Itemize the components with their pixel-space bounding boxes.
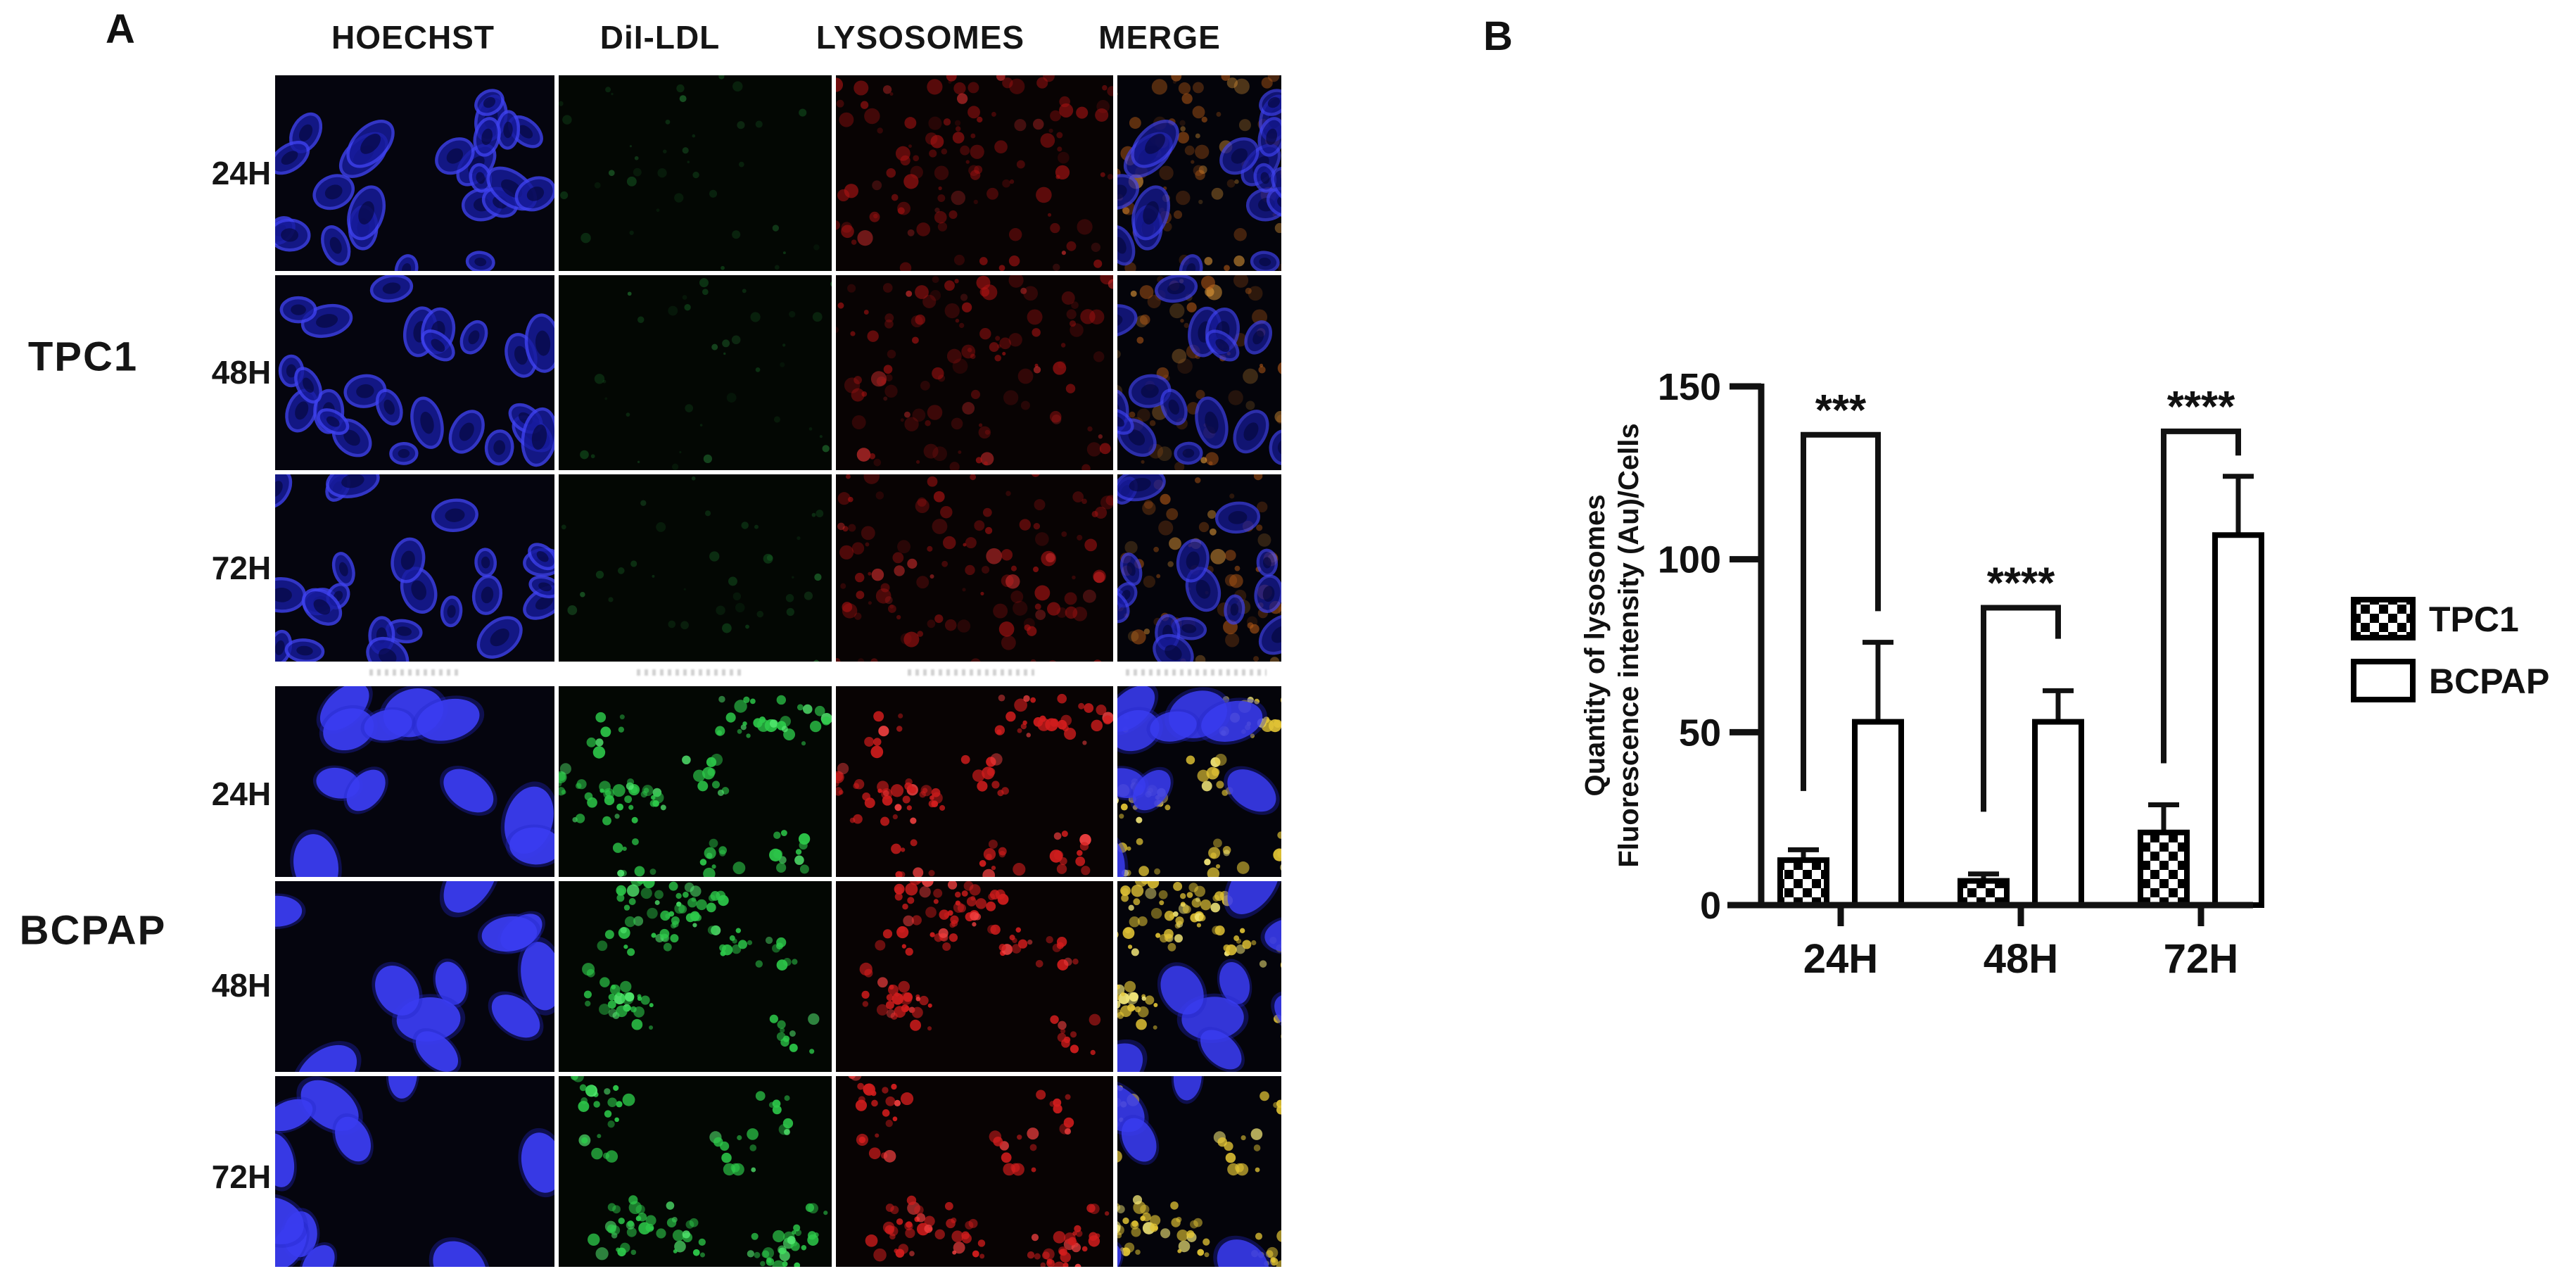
row-label-tpc1-48h: 48H — [211, 354, 272, 391]
bar-tpc1-24h — [1777, 857, 1829, 908]
micrograph-tpc1-72h-merge — [1117, 474, 1281, 662]
legend-label-bcpap: BCPAP — [2429, 662, 2549, 701]
significance-stars-48h: **** — [1987, 559, 2055, 607]
faint-imprint-text — [1126, 669, 1267, 676]
micrograph-bcpap-72h-ldl — [559, 1076, 832, 1267]
micrograph-tpc1-48h-merge — [1117, 275, 1281, 470]
row-label-bcpap-48h: 48H — [211, 967, 272, 1004]
row-label-tpc1-24h: 24H — [211, 155, 272, 191]
axes-group: 0 50 100 150 24H 48H 72H — [1658, 366, 2253, 982]
micrograph-bcpap-24h-ldl — [559, 686, 832, 877]
row-label-bcpap-24h: 24H — [211, 776, 272, 812]
y-tick-label: 100 — [1658, 539, 1721, 581]
micrograph-tpc1-48h-ldl — [559, 275, 832, 470]
x-tick-label-72h: 72H — [2164, 936, 2238, 982]
faint-imprint-text — [908, 669, 1034, 676]
y-axis-title-line1: Quantity of lysosomes — [1583, 495, 1611, 797]
micrograph-bcpap-24h-lyso — [836, 686, 1113, 877]
bar-tpc1-48h — [1958, 878, 2010, 909]
micrograph-bcpap-72h-hoechst — [275, 1076, 554, 1267]
micrograph-bcpap-48h-hoechst — [275, 881, 554, 1072]
micrograph-bcpap-48h-lyso — [836, 881, 1113, 1072]
micrograph-bcpap-48h-ldl — [559, 881, 832, 1072]
cell-line-label-bcpap: BCPAP — [19, 907, 167, 954]
micrograph-tpc1-24h-ldl — [559, 75, 832, 271]
column-header-merge: MERGE — [1098, 19, 1221, 56]
bar-bcpap-48h — [2032, 719, 2084, 908]
column-header-hoechst: HOECHST — [331, 19, 495, 56]
legend-swatch-tpc1 — [2351, 597, 2416, 640]
y-tick-label: 50 — [1679, 712, 1721, 754]
significance-bracket-48h — [1981, 605, 2061, 812]
bar-bcpap-24h — [1852, 719, 1904, 908]
column-header-dil-ldl: DiI-LDL — [599, 19, 721, 56]
y-axis-title-line2: Fluorescence intensity (Au)/Cells — [1613, 423, 1644, 867]
faint-imprint-text — [369, 669, 461, 676]
chart-legend: TPC1 BCPAP — [2351, 597, 2549, 702]
x-tick-label-48h: 48H — [1984, 936, 2058, 982]
y-tick-label: 0 — [1700, 885, 1721, 927]
micrograph-bcpap-48h-merge — [1117, 881, 1281, 1072]
significance-stars-24h: *** — [1815, 386, 1867, 435]
column-header-lysosomes: LYSOSOMES — [816, 19, 1025, 56]
micrograph-bcpap-72h-merge — [1117, 1076, 1281, 1267]
bar-tpc1-72h — [2138, 829, 2190, 909]
micrograph-bcpap-72h-lyso — [836, 1076, 1113, 1267]
micrograph-tpc1-48h-lyso — [836, 275, 1113, 470]
x-tick-label-24h: 24H — [1803, 936, 1878, 982]
micrograph-tpc1-24h-merge — [1117, 75, 1281, 271]
bar-bcpap-72h — [2212, 532, 2264, 909]
significance-bracket-24h — [1801, 431, 1881, 791]
panel-a-label: A — [106, 6, 135, 52]
cell-line-label-tpc1: TPC1 — [27, 334, 139, 380]
micrograph-tpc1-72h-ldl — [559, 474, 832, 662]
significance-bracket-72h — [2161, 428, 2241, 764]
legend-label-tpc1: TPC1 — [2429, 600, 2519, 639]
bars-group — [1777, 474, 2264, 909]
significance-stars-72h: **** — [2167, 383, 2235, 431]
micrograph-tpc1-48h-hoechst — [275, 275, 554, 470]
micrograph-tpc1-24h-hoechst — [275, 75, 554, 271]
micrograph-tpc1-72h-hoechst — [275, 474, 554, 662]
significance-group: *********** — [1801, 383, 2241, 812]
faint-imprint-text — [637, 669, 742, 676]
legend-swatch-bcpap — [2351, 659, 2416, 702]
micrograph-tpc1-24h-lyso — [836, 75, 1113, 271]
y-tick-label: 150 — [1658, 366, 1721, 408]
micrograph-tpc1-72h-lyso — [836, 474, 1113, 662]
panel-b-label: B — [1483, 13, 1513, 59]
row-label-tpc1-72h: 72H — [211, 550, 272, 586]
row-label-bcpap-72h: 72H — [211, 1158, 272, 1195]
micrograph-bcpap-24h-hoechst — [275, 686, 554, 877]
micrograph-bcpap-24h-merge — [1117, 686, 1281, 877]
